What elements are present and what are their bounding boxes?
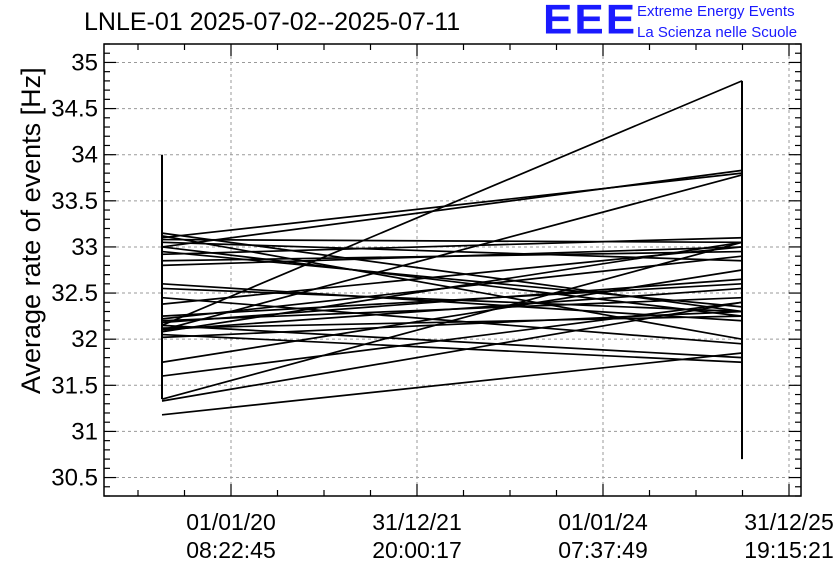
x-tick-label-time: 19:15:21 (744, 537, 834, 563)
y-tick-label: 33.5 (51, 188, 98, 215)
series-line (161, 333, 743, 364)
series-line (161, 282, 743, 317)
series-line (161, 238, 743, 244)
y-tick-label: 31 (71, 418, 98, 445)
y-tick-label: 35 (71, 49, 98, 76)
series-line (161, 246, 743, 267)
x-tick-label-date: 01/01/20 (186, 509, 276, 535)
series-line (161, 278, 743, 324)
x-tick-label-date: 31/12/25 (744, 509, 834, 535)
series-line (161, 315, 743, 329)
series-line (161, 80, 743, 327)
logo-subtitle-line2: La Scienza nelle Scuole (637, 24, 798, 41)
y-axis-label: Average rate of events [Hz] (16, 67, 46, 394)
x-tick-label-time: 08:22:45 (186, 537, 276, 563)
plot-frame (103, 43, 802, 497)
series-line (161, 301, 743, 377)
series-line (161, 169, 743, 248)
series-line (161, 287, 743, 331)
series-line (161, 250, 743, 308)
y-tick-label: 32.5 (51, 280, 98, 307)
y-tick-label: 30.5 (51, 465, 98, 492)
y-tick-label: 34.5 (51, 96, 98, 123)
x-tick-label-date: 01/01/24 (558, 509, 648, 535)
series-line (161, 296, 743, 345)
series-line (161, 174, 743, 331)
logo-subtitle-line1: Extreme Energy Events (637, 3, 795, 20)
y-tick-label: 31.5 (51, 372, 98, 399)
x-tick-label-time: 07:37:49 (558, 537, 648, 563)
series-line (161, 172, 743, 239)
series-line (161, 310, 743, 339)
x-tick-label-date: 31/12/21 (372, 509, 462, 535)
series-line (161, 269, 743, 364)
eee-logo: EEE (543, 0, 638, 43)
series-line (161, 241, 743, 333)
y-tick-label: 32 (71, 326, 98, 353)
series-line (161, 324, 743, 359)
y-tick-label: 34 (71, 142, 98, 169)
chart-title: LNLE-01 2025-07-02--2025-07-11 (84, 8, 461, 36)
y-tick-label: 33 (71, 234, 98, 261)
x-tick-label-time: 20:00:17 (372, 537, 462, 563)
series-line (161, 352, 743, 416)
series-line (161, 236, 743, 256)
